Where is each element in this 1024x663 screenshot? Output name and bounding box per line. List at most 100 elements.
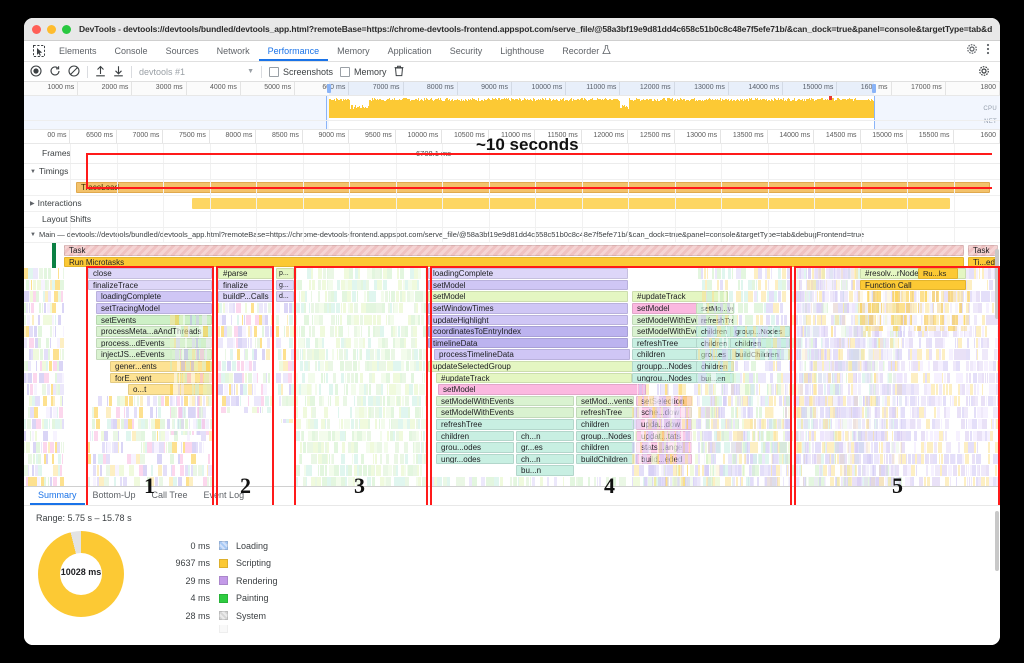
flame-bar[interactable]: buildChildren (576, 453, 634, 465)
interactions-track[interactable]: ▶ Interactions (24, 196, 1000, 212)
flame-bar[interactable]: ch...n (516, 430, 574, 442)
flame-bar[interactable]: d... (276, 291, 294, 302)
flame-bar[interactable]: gr...es (516, 442, 574, 453)
flame-micro-bar (814, 337, 817, 349)
flame-bar[interactable]: setModel (428, 279, 628, 291)
tab-elements[interactable]: Elements (59, 45, 97, 56)
minimize-window-button[interactable] (47, 24, 56, 34)
timings-track[interactable]: ▼ Timings (24, 164, 1000, 180)
flame-micro-bar (120, 418, 124, 430)
gear-icon[interactable] (966, 42, 978, 60)
interaction-bar[interactable] (192, 198, 950, 209)
flame-bar[interactable]: refreshTree (576, 407, 634, 418)
flame-micro-bar (253, 384, 256, 395)
memory-checkbox[interactable]: Memory (340, 66, 387, 77)
chevron-right-icon[interactable]: ▶ (30, 201, 35, 207)
cpu-sample (670, 99, 672, 118)
load-profile-icon[interactable] (95, 65, 106, 79)
flame-bar[interactable]: injectJS...eEvents (96, 349, 212, 360)
selection-handle-right[interactable] (871, 84, 876, 93)
overview-pane[interactable]: CPU NET (24, 96, 1000, 130)
tab-security[interactable]: Security (449, 45, 483, 56)
flame-bar[interactable]: finalize (218, 279, 274, 291)
flame-bar[interactable]: setModelWithEvents (436, 407, 574, 418)
tab-memory[interactable]: Memory (337, 45, 370, 56)
inspect-element-icon[interactable] (28, 43, 50, 59)
flame-micro-bar (311, 326, 315, 337)
flame-bar[interactable]: #updateTrack (436, 372, 632, 384)
flame-bar[interactable]: setMod...vents (576, 395, 634, 407)
flame-micro-bar (728, 279, 734, 291)
chevron-down-icon[interactable]: ▼ (30, 169, 36, 175)
flame-bar[interactable]: children (576, 419, 634, 430)
flame-bar[interactable]: updateSelectedGroup (428, 361, 636, 372)
clear-icon[interactable] (68, 64, 80, 79)
chevron-down-icon[interactable]: ▼ (30, 232, 36, 238)
flame-bar[interactable]: processTimelineData (434, 349, 630, 360)
flame-bar[interactable]: p... (276, 268, 294, 279)
tab-console[interactable]: Console (114, 45, 148, 56)
timed-bar-right[interactable]: Ti...ed (968, 256, 998, 268)
grid-line (442, 196, 444, 211)
flame-bar[interactable]: ch...n (516, 453, 574, 465)
flame-bar[interactable]: #parse (218, 268, 274, 279)
flame-bar[interactable]: setWindowTimes (428, 303, 628, 314)
flame-bar[interactable]: buildP...Calls (218, 291, 274, 302)
flame-micro-bar (372, 314, 375, 325)
flame-bar[interactable]: setModel (428, 291, 628, 302)
flame-micro-bar (700, 349, 706, 360)
flame-micro-bar (689, 395, 693, 407)
task-bar-right[interactable]: Task (968, 245, 998, 256)
flame-bar[interactable]: children (576, 442, 634, 453)
flame-bar[interactable]: setModelWithEvents (436, 395, 574, 407)
flame-micro-bar (99, 465, 102, 476)
save-profile-icon[interactable] (113, 65, 124, 79)
flame-micro-bar (32, 279, 37, 291)
capture-settings-gear-icon[interactable] (978, 65, 994, 79)
flame-bar[interactable]: loadingComplete (96, 291, 212, 302)
tab-performance[interactable]: Performance (259, 42, 329, 61)
flame-bar[interactable]: children (436, 430, 514, 442)
cpu-sample (774, 99, 776, 118)
layout-shifts-track[interactable]: Layout Shifts (24, 212, 1000, 228)
flame-bar[interactable]: g... (276, 279, 294, 291)
flame-bar[interactable]: grou...odes (436, 442, 514, 453)
flame-bar[interactable]: bu...n (516, 465, 574, 476)
flame-bar[interactable]: ungr...odes (436, 453, 514, 465)
reload-record-icon[interactable] (49, 65, 61, 79)
tab-sources[interactable]: Sources (165, 45, 199, 56)
record-circle-icon[interactable] (30, 64, 42, 79)
flame-bar[interactable]: group...Nodes (576, 430, 634, 442)
flame-bar[interactable]: setEvents (96, 314, 212, 326)
close-window-button[interactable] (32, 24, 41, 34)
flame-bar[interactable]: timelineData (428, 337, 628, 349)
tab-network[interactable]: Network (216, 45, 250, 56)
flame-bar[interactable]: refreshTree (436, 419, 574, 430)
flame-bar[interactable]: coordinatesToEntryIndex (428, 326, 628, 337)
task-bar[interactable]: Task (64, 245, 964, 256)
run-microtasks-bar[interactable]: Run Microtasks (64, 256, 964, 268)
profile-select[interactable]: devtools #1 ▼ (139, 67, 254, 77)
selection-handle-left[interactable] (326, 84, 331, 93)
tab-lighthouse[interactable]: Lighthouse (500, 45, 545, 56)
selection-edge-left[interactable] (325, 96, 327, 129)
more-vertical-icon[interactable] (986, 42, 990, 60)
trash-icon[interactable] (394, 65, 404, 79)
flame-bar[interactable]: setModel (438, 384, 646, 395)
screenshots-checkbox[interactable]: Screenshots (269, 66, 333, 77)
flame-bar[interactable]: updateHighlight (428, 314, 628, 326)
flame-bar[interactable]: #updateTrack (632, 291, 728, 302)
tab-application[interactable]: Application (387, 45, 432, 56)
flame-micro-bar (382, 268, 384, 279)
selection-edge-right[interactable] (873, 96, 875, 129)
detail-timeline-ruler[interactable]: 00 ms 6500 ms 7000 ms 7500 ms 8000 ms 8500 ms… (24, 130, 1000, 144)
flame-bar[interactable]: finalizeTrace (88, 279, 212, 291)
zoom-window-button[interactable] (62, 24, 71, 34)
flame-chart[interactable]: Task Task Run Microtasks Ti...ed close finali… (24, 243, 1000, 505)
flame-bar[interactable]: close (88, 268, 212, 279)
flame-bar[interactable]: loadingComplete (428, 268, 628, 279)
tab-recorder[interactable]: Recorder (562, 45, 600, 56)
overview-ruler[interactable]: 1000 ms 2000 ms 3000 ms 4000 ms 5000 ms 600 m… (24, 82, 1000, 96)
flame-bar[interactable]: setTracingModel (96, 303, 212, 314)
main-track-header[interactable]: ▼ Main — devtools://devtools/bundled/devt… (24, 228, 1000, 243)
